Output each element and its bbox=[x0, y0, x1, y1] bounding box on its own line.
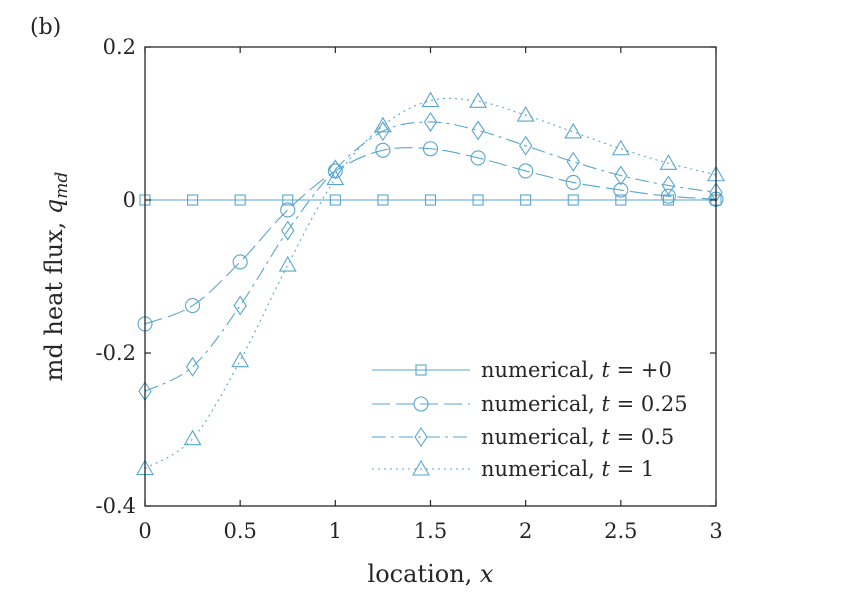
y-axis-variable: q bbox=[40, 199, 68, 214]
legend-entry: numerical, t = 0.5 bbox=[372, 425, 674, 449]
x-tick-label: 2.5 bbox=[604, 519, 637, 543]
series-diamond bbox=[138, 111, 723, 402]
legend-label: numerical, t = 1 bbox=[481, 457, 654, 481]
x-axis: 0 0.5 1 1.5 2 2.5 3 bbox=[138, 47, 723, 543]
y-axis-label: md heat flux, qmd bbox=[40, 172, 72, 382]
data-point bbox=[373, 116, 392, 133]
y-axis: -0.4 -0.2 0 0.2 bbox=[96, 35, 716, 518]
panel-label: (b) bbox=[30, 15, 61, 40]
y-axis-subscript: md bbox=[52, 172, 72, 199]
data-point bbox=[518, 163, 534, 179]
data-point bbox=[281, 220, 295, 241]
legend-marker bbox=[414, 427, 428, 447]
data-point bbox=[567, 194, 579, 206]
data-point bbox=[614, 165, 628, 186]
x-tick-label: 0.5 bbox=[223, 519, 256, 543]
data-point bbox=[422, 141, 439, 157]
legend: numerical, t = +0 numerical, t = 0.25 nume… bbox=[372, 358, 688, 481]
data-point bbox=[611, 139, 630, 156]
legend-label: numerical, t = 0.5 bbox=[481, 425, 674, 449]
legend-entry: numerical, t = 0.25 bbox=[372, 392, 688, 416]
data-point bbox=[232, 254, 248, 270]
legend-entry: numerical, t = +0 bbox=[372, 358, 672, 382]
data-point bbox=[375, 142, 391, 158]
y-tick-label: 0 bbox=[123, 188, 136, 212]
y-tick-label: -0.4 bbox=[96, 494, 137, 518]
series-circle bbox=[137, 141, 724, 332]
data-point bbox=[519, 135, 533, 156]
data-point bbox=[185, 356, 200, 377]
data-point bbox=[282, 194, 294, 206]
data-point bbox=[280, 202, 296, 218]
data-point bbox=[660, 188, 676, 204]
legend-label: numerical, t = +0 bbox=[481, 358, 672, 382]
series-line bbox=[144, 147, 717, 325]
data-point bbox=[659, 154, 678, 170]
data-point bbox=[472, 194, 484, 206]
data-point bbox=[470, 150, 486, 166]
data-point bbox=[424, 194, 437, 206]
data-point bbox=[564, 122, 583, 139]
data-point bbox=[376, 121, 390, 142]
series-triangle bbox=[136, 91, 725, 476]
data-point bbox=[329, 194, 341, 206]
data-point bbox=[423, 111, 438, 132]
series-line bbox=[144, 121, 717, 392]
data-point bbox=[520, 194, 532, 206]
series-layer bbox=[136, 91, 725, 476]
data-point bbox=[471, 120, 485, 141]
data-point bbox=[613, 182, 629, 198]
legend-label: numerical, t = 0.25 bbox=[481, 392, 688, 416]
x-axis-label: location, x bbox=[368, 560, 494, 588]
data-point bbox=[183, 429, 202, 446]
data-point bbox=[565, 174, 581, 190]
y-axis-label-text: md heat flux, bbox=[40, 214, 68, 381]
series-square bbox=[139, 194, 722, 206]
data-point bbox=[278, 255, 297, 272]
data-point bbox=[328, 159, 342, 180]
legend-marker bbox=[412, 459, 430, 476]
x-tick-label: 2 bbox=[519, 519, 532, 543]
legend-entry: numerical, t = 1 bbox=[372, 457, 654, 481]
x-tick-label: 1 bbox=[329, 519, 342, 543]
y-tick-label: 0.2 bbox=[103, 35, 136, 59]
x-tick-label: 3 bbox=[709, 519, 722, 543]
legend-marker bbox=[415, 364, 427, 376]
data-point bbox=[566, 151, 580, 172]
data-point bbox=[185, 298, 201, 314]
data-point bbox=[469, 92, 488, 108]
data-point bbox=[421, 91, 440, 108]
data-point bbox=[326, 169, 345, 186]
data-point bbox=[615, 194, 627, 206]
x-axis-variable: x bbox=[480, 560, 494, 588]
data-point bbox=[661, 175, 676, 196]
x-tick-label: 0 bbox=[138, 519, 151, 543]
data-point bbox=[516, 105, 535, 122]
data-point bbox=[377, 194, 389, 206]
x-tick-label: 1.5 bbox=[414, 519, 447, 543]
legend-marker bbox=[413, 396, 429, 412]
data-point bbox=[233, 295, 247, 316]
x-axis-label-text: location, bbox=[368, 560, 480, 588]
y-tick-label: -0.2 bbox=[96, 341, 137, 365]
data-point bbox=[231, 351, 250, 368]
data-point bbox=[187, 194, 199, 206]
data-point bbox=[234, 194, 246, 206]
